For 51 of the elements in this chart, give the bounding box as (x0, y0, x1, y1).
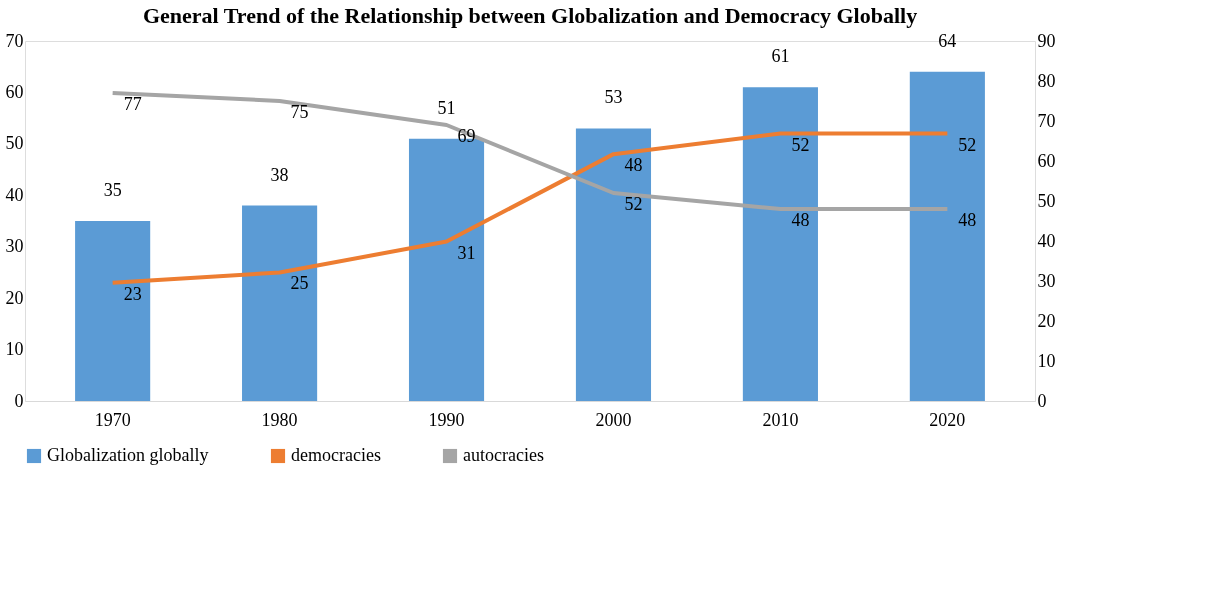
y2-tick-label: 30 (1037, 270, 1056, 291)
chart-title: General Trend of the Relationship between Globalization and Democracy Globally (142, 3, 918, 28)
data-label: 53 (604, 87, 623, 108)
y2-tick-label: 70 (1037, 110, 1056, 131)
data-label: 38 (270, 164, 289, 185)
data-label: 75 (290, 102, 309, 122)
data-label: 35 (103, 180, 122, 200)
data-label: 64 (938, 30, 957, 51)
y2-tick-label: 60 (1037, 150, 1056, 171)
data-label: 31 (457, 242, 476, 263)
data-label: 23 (123, 283, 142, 304)
data-label: 48 (791, 210, 810, 230)
data-label: 69 (457, 126, 476, 146)
x-tick-label: 1970 (94, 409, 131, 430)
data-label: 77 (123, 94, 142, 114)
y2-tick-label: 50 (1037, 190, 1056, 211)
x-tick-label: 2010 (762, 409, 799, 430)
x-tick-label: 2000 (595, 409, 632, 430)
data-label: 25 (290, 273, 309, 294)
bar (909, 71, 985, 401)
y-tick-label: 30 (5, 236, 24, 257)
data-label: 48 (958, 210, 977, 230)
y2-tick-label: 0 (1037, 390, 1047, 411)
bar (742, 87, 818, 401)
bar (75, 221, 151, 401)
data-label: 52 (958, 134, 977, 155)
legend-label: democracies (291, 445, 381, 465)
data-label: 52 (791, 134, 810, 155)
y-tick-label: 70 (5, 30, 24, 51)
data-label: 48 (624, 155, 643, 176)
legend-label: autocracies (463, 445, 544, 465)
y2-tick-label: 20 (1037, 310, 1056, 331)
legend-label: Globalization globally (47, 445, 209, 465)
bar (575, 128, 652, 401)
y-tick-label: 0 (14, 390, 24, 411)
y2-tick-label: 40 (1037, 230, 1056, 251)
bar (242, 205, 318, 401)
data-label: 51 (437, 97, 456, 118)
y2-tick-label: 10 (1037, 350, 1056, 371)
y-tick-label: 10 (5, 339, 24, 360)
x-tick-label: 1980 (261, 409, 298, 430)
y-tick-label: 50 (5, 133, 24, 154)
y-tick-label: 40 (5, 184, 24, 205)
y2-tick-label: 80 (1037, 70, 1056, 91)
x-tick-label: 2020 (929, 409, 966, 430)
data-label: 61 (771, 46, 790, 67)
y-tick-label: 60 (5, 81, 24, 102)
y-tick-label: 20 (5, 287, 24, 308)
data-label: 52 (624, 194, 643, 214)
y2-tick-label: 90 (1037, 30, 1056, 51)
x-tick-label: 1990 (428, 409, 465, 430)
